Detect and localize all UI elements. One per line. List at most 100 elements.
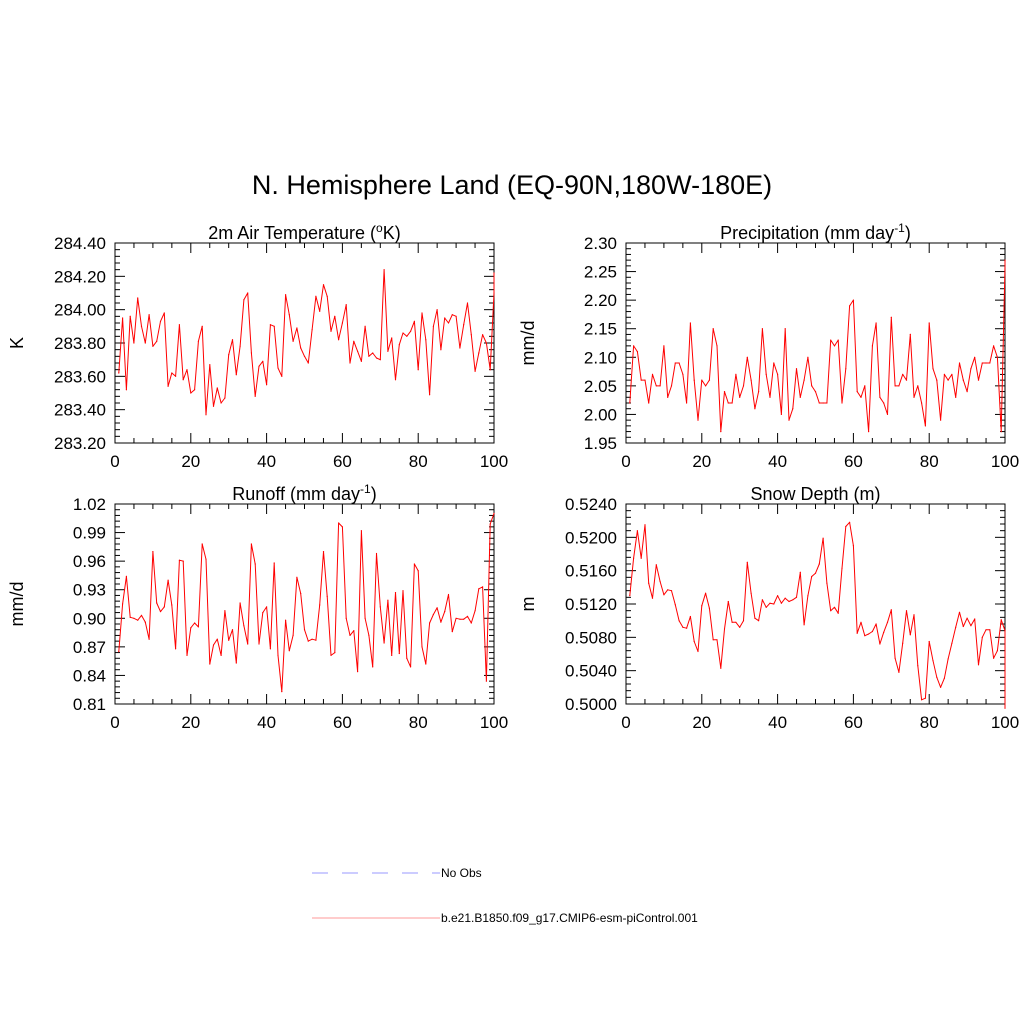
data-point: [970, 368, 972, 370]
data-point: [478, 352, 480, 354]
data-point: [818, 563, 820, 565]
data-point: [182, 560, 184, 562]
data-point: [262, 360, 264, 362]
data-point: [231, 339, 234, 341]
data-point: [720, 667, 722, 669]
data-point: [731, 402, 733, 404]
x-tick-label: 40: [768, 713, 787, 732]
data-point: [451, 631, 453, 633]
data-point: [890, 609, 892, 611]
data-point: [368, 634, 370, 637]
data-point: [125, 389, 127, 391]
data-point: [932, 660, 934, 662]
y-tick-label: 2.30: [584, 234, 617, 253]
data-point: [319, 310, 321, 312]
data-point: [667, 396, 669, 398]
data-point: [811, 575, 813, 578]
data-point: [311, 329, 313, 331]
data-point: [928, 640, 930, 643]
data-point: [962, 379, 964, 381]
data-point: [746, 356, 748, 358]
data-point: [833, 606, 836, 608]
data-point: [788, 419, 790, 421]
data-point: [345, 304, 347, 306]
data-point: [970, 625, 972, 627]
data-point: [247, 643, 249, 645]
data-point: [247, 292, 249, 294]
data-point: [822, 402, 824, 404]
data-point: [678, 620, 680, 622]
data-point: [152, 345, 154, 347]
data-point: [993, 657, 995, 659]
y-tick-label: 0.99: [73, 524, 106, 543]
data-point: [890, 316, 892, 318]
data-point: [723, 391, 726, 393]
x-tick-label: 0: [621, 713, 630, 732]
data-point: [636, 351, 639, 353]
data-point: [795, 368, 798, 370]
data-point: [837, 339, 839, 341]
data-point: [353, 340, 355, 342]
data-point: [421, 646, 423, 648]
data-point: [659, 580, 661, 583]
data-point: [338, 339, 340, 341]
data-point: [212, 405, 215, 407]
data-point: [216, 638, 218, 640]
data-point: [402, 590, 404, 592]
data-point: [410, 666, 412, 668]
data-point: [224, 610, 226, 612]
x-tick-label: 100: [480, 713, 508, 732]
data-point: [250, 543, 252, 545]
y-tick-label: 283.40: [54, 401, 106, 420]
data-point: [285, 619, 287, 621]
data-point: [190, 392, 192, 394]
y-tick-label: 0.5240: [565, 495, 617, 514]
data-point: [175, 648, 177, 650]
x-tick-label: 20: [692, 713, 711, 732]
x-tick-label: 80: [409, 713, 428, 732]
data-point: [697, 650, 699, 653]
data-point: [239, 345, 241, 347]
data-point: [909, 333, 911, 335]
data-point: [341, 526, 343, 528]
data-point: [300, 347, 302, 349]
data-point: [951, 373, 953, 375]
panel-title-runoff: Runoff (mm day-1): [232, 482, 376, 504]
data-point: [739, 626, 741, 628]
data-point: [239, 602, 241, 604]
data-point: [955, 626, 957, 628]
data-point: [243, 625, 245, 627]
data-point: [849, 305, 851, 307]
data-point: [712, 328, 714, 330]
data-point: [977, 664, 980, 666]
data-point: [898, 671, 900, 673]
data-point: [432, 325, 434, 327]
data-point: [689, 322, 692, 324]
data-point: [845, 368, 847, 370]
data-point: [712, 639, 714, 641]
data-point: [303, 355, 306, 357]
data-point: [898, 385, 900, 387]
data-point: [754, 408, 756, 410]
y-tick-label: 2.20: [584, 291, 617, 310]
y-tick-label: 2.15: [584, 320, 617, 339]
data-point: [258, 365, 260, 367]
data-point: [883, 631, 885, 633]
data-point: [243, 299, 245, 301]
data-point: [470, 622, 472, 624]
data-point: [148, 314, 150, 316]
data-point: [194, 389, 196, 391]
data-point: [856, 391, 858, 393]
data-point: [334, 652, 336, 654]
y-tick-label: 0.93: [73, 581, 106, 600]
data-point: [349, 362, 351, 364]
x-tick-label: 40: [257, 713, 276, 732]
data-point: [849, 521, 851, 523]
y-tick-label: 0.5160: [565, 562, 617, 581]
data-point: [822, 537, 824, 539]
data-point: [981, 362, 983, 364]
data-point: [792, 408, 794, 410]
data-point: [905, 379, 908, 381]
data-point: [463, 618, 465, 620]
